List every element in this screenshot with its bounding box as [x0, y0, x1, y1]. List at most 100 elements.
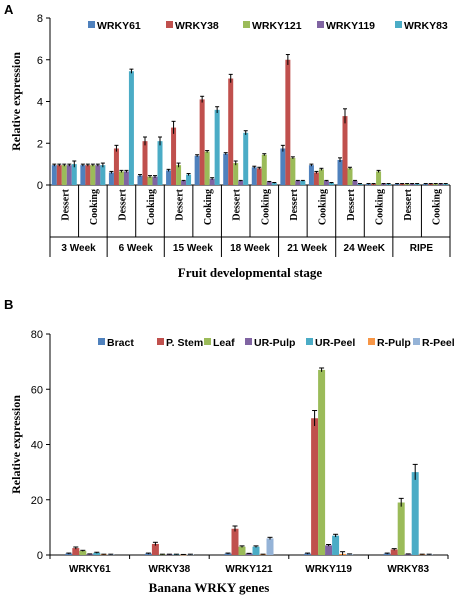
bar-a-wrky38 [428, 183, 434, 185]
x-group-label-a: 24 WeeK [344, 243, 386, 254]
y-tick-label-a: 4 [37, 97, 43, 109]
bar-a-wrky121 [147, 176, 153, 185]
bar-b-ur-pulp [325, 545, 333, 555]
bar-a-wrky38 [399, 183, 405, 185]
bar-b-bract [144, 553, 152, 555]
bar-a-wrky119 [66, 165, 72, 185]
bar-a-wrky38 [113, 148, 119, 185]
x-sublabel-a: Cooking [432, 189, 443, 225]
bar-a-wrky38 [199, 99, 205, 185]
x-group-label-a: 15 Week [173, 243, 213, 254]
bar-b-ur-peel [332, 535, 340, 555]
bar-a-wrky61 [223, 153, 229, 185]
legend-swatch-b [306, 338, 313, 345]
x-sublabel-a: Cooking [146, 189, 157, 225]
bar-a-wrky83 [157, 141, 163, 185]
bar-a-wrky38 [56, 165, 62, 185]
bar-a-wrky83 [443, 183, 449, 185]
legend-swatch-b [204, 338, 211, 345]
bar-a-wrky119 [209, 178, 215, 185]
panel-a: A 0 2 4 6 8 Relative expression Dessert Cooking 3… [4, 2, 451, 280]
bar-b-p-stem [151, 543, 159, 555]
y-tick-label-b: 80 [31, 329, 43, 341]
bar-a-wrky121 [290, 157, 296, 185]
x-axis-label-a: Fruit developmental stage [178, 265, 323, 280]
bar-a-wrky121 [90, 165, 96, 185]
bar-b-r-peel [346, 554, 354, 555]
x-tick-label-b: WRKY119 [305, 564, 352, 575]
bar-b-ur-peel [252, 546, 260, 555]
x-sublabel-a: Cooking [89, 189, 100, 225]
panel-label-a: A [4, 2, 14, 17]
bar-b-bract [304, 553, 312, 555]
bar-a-wrky61 [337, 159, 343, 185]
bar-b-p-stem [390, 549, 398, 555]
bar-a-wrky61 [194, 155, 200, 185]
bar-a-wrky38 [256, 168, 262, 185]
x-tick-label-b: WRKY83 [387, 564, 429, 575]
bar-a-wrky61 [366, 183, 372, 185]
x-tick-label-b: WRKY61 [69, 564, 111, 575]
bar-a-wrky61 [394, 183, 400, 185]
bar-a-wrky119 [381, 183, 387, 185]
legend-swatch-a [395, 21, 402, 28]
x-sublabel-a: Dessert [60, 188, 71, 220]
bar-a-wrky121 [176, 165, 182, 185]
x-sublabel-a: Cooking [260, 189, 271, 225]
x-group-label-a: RIPE [410, 243, 434, 254]
bar-a-wrky121 [204, 151, 210, 185]
bar-a-wrky61 [423, 183, 429, 185]
legend-label-b: Leaf [213, 337, 235, 349]
panel-b: B 0 20 40 60 80 Relative expression WRKY61 WRKY3… [4, 297, 454, 595]
bar-a-wrky61 [51, 165, 57, 185]
bar-a-wrky119 [95, 165, 101, 185]
x-sublabel-a: Dessert [175, 188, 186, 220]
x-group-label-a: 21 Week [287, 243, 327, 254]
x-sublabel-a: Dessert [232, 188, 243, 220]
bar-a-wrky121 [233, 163, 239, 185]
y-tick-label-b: 60 [31, 384, 43, 396]
y-axis-label-b: Relative expression [9, 395, 23, 494]
bar-b-leaf [79, 550, 87, 555]
legend-label-b: R-Pulp [377, 337, 411, 349]
legend-swatch-a [317, 21, 324, 28]
y-tick-label-a: 8 [37, 13, 43, 25]
legend-swatch-a [88, 21, 95, 28]
x-sublabel-a: Cooking [375, 189, 386, 225]
bar-a-wrky38 [313, 172, 319, 185]
x-sublabel-a: Dessert [403, 188, 414, 220]
bar-b-ur-peel [93, 552, 101, 555]
bar-a-wrky119 [438, 183, 444, 185]
legend-swatch-b [413, 338, 420, 345]
bar-a-wrky119 [152, 176, 158, 185]
bar-a-wrky119 [123, 171, 129, 185]
y-tick-label-a: 6 [37, 55, 43, 67]
x-group-label-a: 18 Week [230, 243, 270, 254]
x-sublabel-a: Dessert [289, 188, 300, 220]
bar-a-wrky61 [251, 167, 257, 185]
bar-a-wrky38 [285, 59, 291, 185]
bar-a-wrky119 [352, 180, 358, 185]
y-tick-label-b: 0 [37, 550, 43, 562]
legend-swatch-b [98, 338, 105, 345]
bar-a-wrky38 [342, 116, 348, 185]
bar-b-leaf [397, 502, 405, 555]
bar-a-wrky83 [386, 183, 392, 185]
bar-a-wrky61 [137, 175, 143, 185]
bar-a-wrky83 [357, 183, 363, 185]
x-sublabel-a: Cooking [317, 189, 328, 225]
bar-a-wrky61 [166, 170, 172, 185]
bar-a-wrky83 [71, 164, 77, 185]
x-group-label-a: 6 Week [119, 243, 154, 254]
bar-a-wrky121 [376, 171, 382, 185]
x-axis-label-b: Banana WRKY genes [149, 580, 270, 595]
x-group-label-a: 3 Week [61, 243, 96, 254]
legend-label-b: UR-Pulp [254, 337, 295, 349]
legend-label-b: P. Stem [166, 337, 203, 349]
bar-a-wrky121 [347, 168, 353, 185]
y-tick-label-b: 20 [31, 495, 43, 507]
bar-a-wrky83 [271, 182, 277, 185]
bar-a-wrky61 [80, 165, 86, 185]
bar-b-ur-pulp [404, 554, 412, 555]
